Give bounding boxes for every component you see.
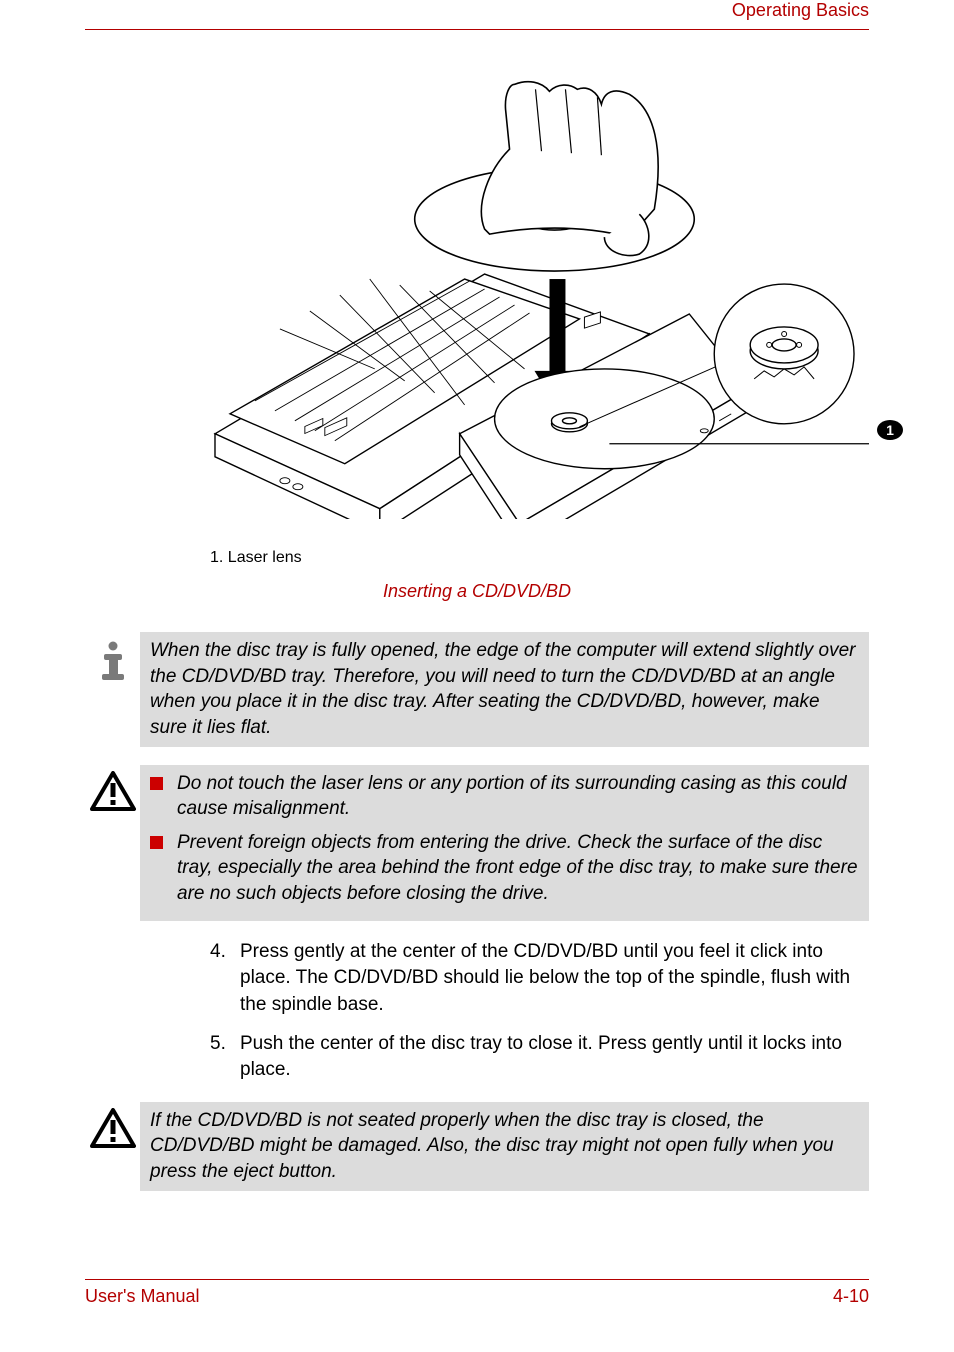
step-text: Push the center of the disc tray to clos… bbox=[240, 1031, 869, 1084]
header-rule bbox=[85, 29, 869, 30]
content-area: 1 1. Laser lens Inserting a CD/DVD/BD Wh… bbox=[85, 34, 869, 1191]
figure-caption: Inserting a CD/DVD/BD bbox=[85, 581, 869, 602]
warning-bullets-content: Do not touch the laser lens or any porti… bbox=[140, 765, 869, 921]
footer: User's Manual 4-10 bbox=[85, 1279, 869, 1307]
warning-note: If the CD/DVD/BD is not seated properly … bbox=[85, 1102, 869, 1191]
bullet-text: Do not touch the laser lens or any porti… bbox=[177, 771, 859, 822]
header-section: Operating Basics bbox=[85, 0, 869, 21]
callout-number-text: 1 bbox=[886, 422, 894, 438]
info-icon bbox=[85, 632, 140, 682]
bullet-marker bbox=[150, 777, 163, 790]
figure-illustration: 1 bbox=[210, 79, 869, 519]
steps-list: 4. Press gently at the center of the CD/… bbox=[210, 939, 869, 1084]
bullet-text: Prevent foreign objects from entering th… bbox=[177, 830, 859, 907]
warning-bullets-block: Do not touch the laser lens or any porti… bbox=[85, 765, 869, 921]
footer-left: User's Manual bbox=[85, 1286, 199, 1307]
warning-note-text: If the CD/DVD/BD is not seated properly … bbox=[140, 1102, 869, 1191]
info-note: When the disc tray is fully opened, the … bbox=[85, 632, 869, 747]
dvd-insert-illustration bbox=[210, 79, 869, 519]
warning-icon bbox=[85, 765, 140, 813]
page: Operating Basics bbox=[0, 0, 954, 1352]
warning-bullet-list: Do not touch the laser lens or any porti… bbox=[150, 771, 859, 907]
bullet-marker bbox=[150, 836, 163, 849]
bullet-item: Do not touch the laser lens or any porti… bbox=[150, 771, 859, 822]
footer-right: 4-10 bbox=[833, 1286, 869, 1307]
bullet-item: Prevent foreign objects from entering th… bbox=[150, 830, 859, 907]
step-number: 5. bbox=[210, 1031, 240, 1084]
info-note-text: When the disc tray is fully opened, the … bbox=[140, 632, 869, 747]
callout-badge: 1 bbox=[876, 419, 904, 446]
step-item: 4. Press gently at the center of the CD/… bbox=[210, 939, 869, 1019]
step-number: 4. bbox=[210, 939, 240, 1019]
warning-icon bbox=[85, 1102, 140, 1150]
step-text: Press gently at the center of the CD/DVD… bbox=[240, 939, 869, 1019]
step-item: 5. Push the center of the disc tray to c… bbox=[210, 1031, 869, 1084]
callout-label: 1. Laser lens bbox=[210, 549, 869, 567]
